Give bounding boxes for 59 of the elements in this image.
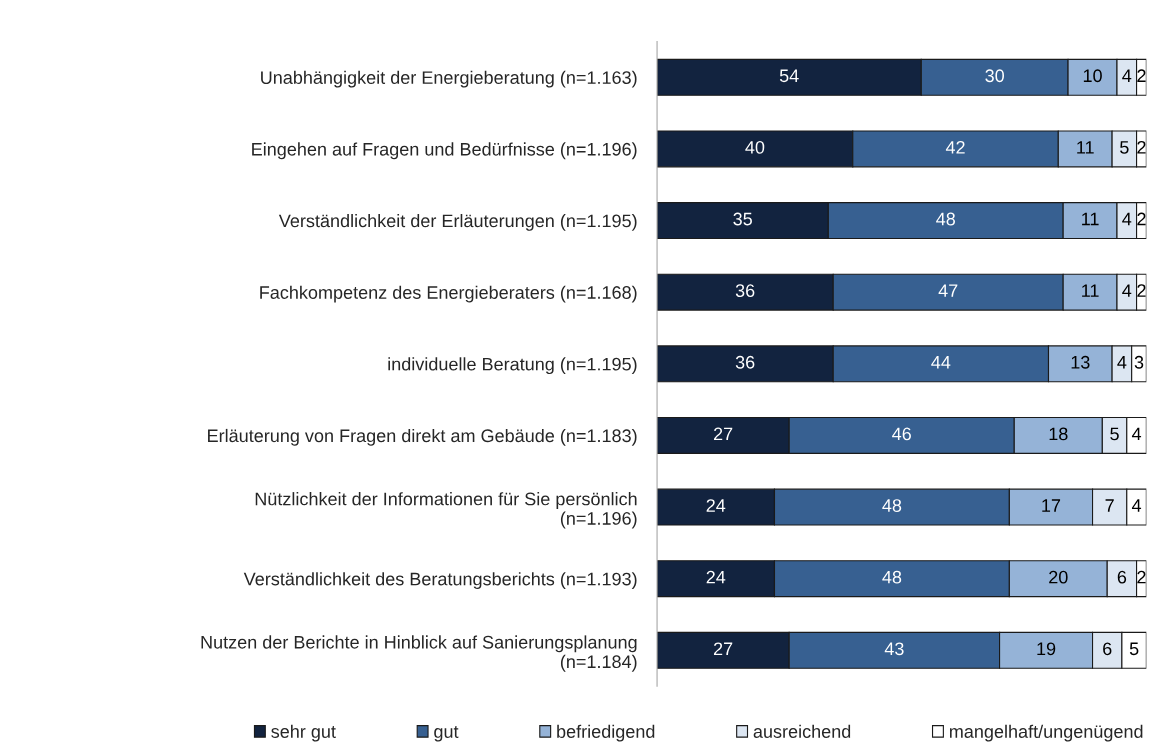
data-label: 35 (733, 212, 752, 226)
data-label: 2 (1137, 284, 1146, 297)
data-label: 24 (706, 499, 726, 512)
data-label: 47 (938, 284, 958, 297)
data-label: 11 (1082, 284, 1099, 297)
data-label: 2 (1137, 570, 1146, 584)
data-label: 43 (884, 642, 904, 656)
y-tick-label: Nützlichkeit der Informationen für Sie persönlich (n=1.196) (255, 492, 637, 529)
data-label: 24 (706, 570, 726, 584)
legend-label: mangelhaft/ungenügend (949, 724, 1143, 742)
data-label: 6 (1103, 642, 1112, 656)
data-label: 48 (936, 212, 955, 226)
data-label: 7 (1105, 499, 1114, 512)
data-label: 5 (1120, 141, 1129, 154)
data-label: 2 (1137, 212, 1146, 226)
data-label: 4 (1131, 427, 1142, 441)
y-tick-label: Erläuterung von Fragen direkt am Gebäude (n=1.183) (208, 428, 637, 446)
data-label: 13 (1071, 355, 1090, 369)
y-tick-label: Verständlichkeit des Beratungsberichts (n=1.193) (243, 572, 637, 589)
legend-label: sehr gut (271, 724, 336, 742)
data-label: 5 (1110, 427, 1119, 441)
data-label: 4 (1122, 284, 1132, 297)
data-label: 48 (882, 499, 902, 512)
y-tick-label: Verständlichkeit der Erläuterungen (n=1.195) (278, 214, 637, 231)
y-tick-label: Nutzen der Berichte in Hinblick auf Sanierungsplanung (n=1.184) (201, 635, 637, 672)
data-label: 11 (1082, 212, 1099, 226)
data-label: 4 (1122, 69, 1132, 82)
data-label: 5 (1129, 642, 1139, 656)
data-label: 4 (1131, 499, 1142, 512)
data-label: 36 (735, 284, 755, 298)
data-label: 2 (1137, 140, 1146, 154)
y-tick-label: Unabhängigkeit der Energieberatung (n=1.163) (261, 70, 637, 88)
data-label: 2 (1137, 69, 1146, 82)
data-label: 48 (882, 570, 902, 584)
data-label: 44 (931, 356, 951, 369)
data-label: 46 (892, 427, 911, 441)
legend-label: gut (434, 726, 459, 742)
legend-label: befriedigend (557, 724, 655, 742)
data-label: 17 (1042, 499, 1061, 512)
data-label: 10 (1083, 69, 1102, 83)
data-label: 3 (1134, 355, 1144, 369)
data-label: 6 (1117, 570, 1127, 584)
y-tick-label: individuelle Beratung (n=1.195) (388, 357, 637, 375)
data-label: 27 (713, 427, 733, 441)
data-label: 19 (1037, 642, 1056, 656)
data-label: 18 (1049, 427, 1068, 441)
data-label: 30 (985, 69, 1005, 83)
y-tick-label: Eingehen auf Fragen und Bedürfnisse (n=1.196) (252, 142, 637, 160)
data-label: 20 (1049, 570, 1068, 584)
data-label: 42 (945, 140, 965, 154)
data-label: 54 (779, 69, 799, 83)
data-label: 4 (1117, 356, 1127, 369)
legend-label: ausreichend (753, 724, 851, 738)
data-label: 4 (1122, 212, 1132, 226)
data-label: 36 (735, 355, 755, 369)
data-label: 40 (745, 140, 765, 154)
data-label: 11 (1077, 141, 1094, 154)
data-label: 27 (713, 642, 733, 655)
y-tick-label: Fachkompetenz des Energieberaters (n=1.168) (260, 285, 637, 303)
